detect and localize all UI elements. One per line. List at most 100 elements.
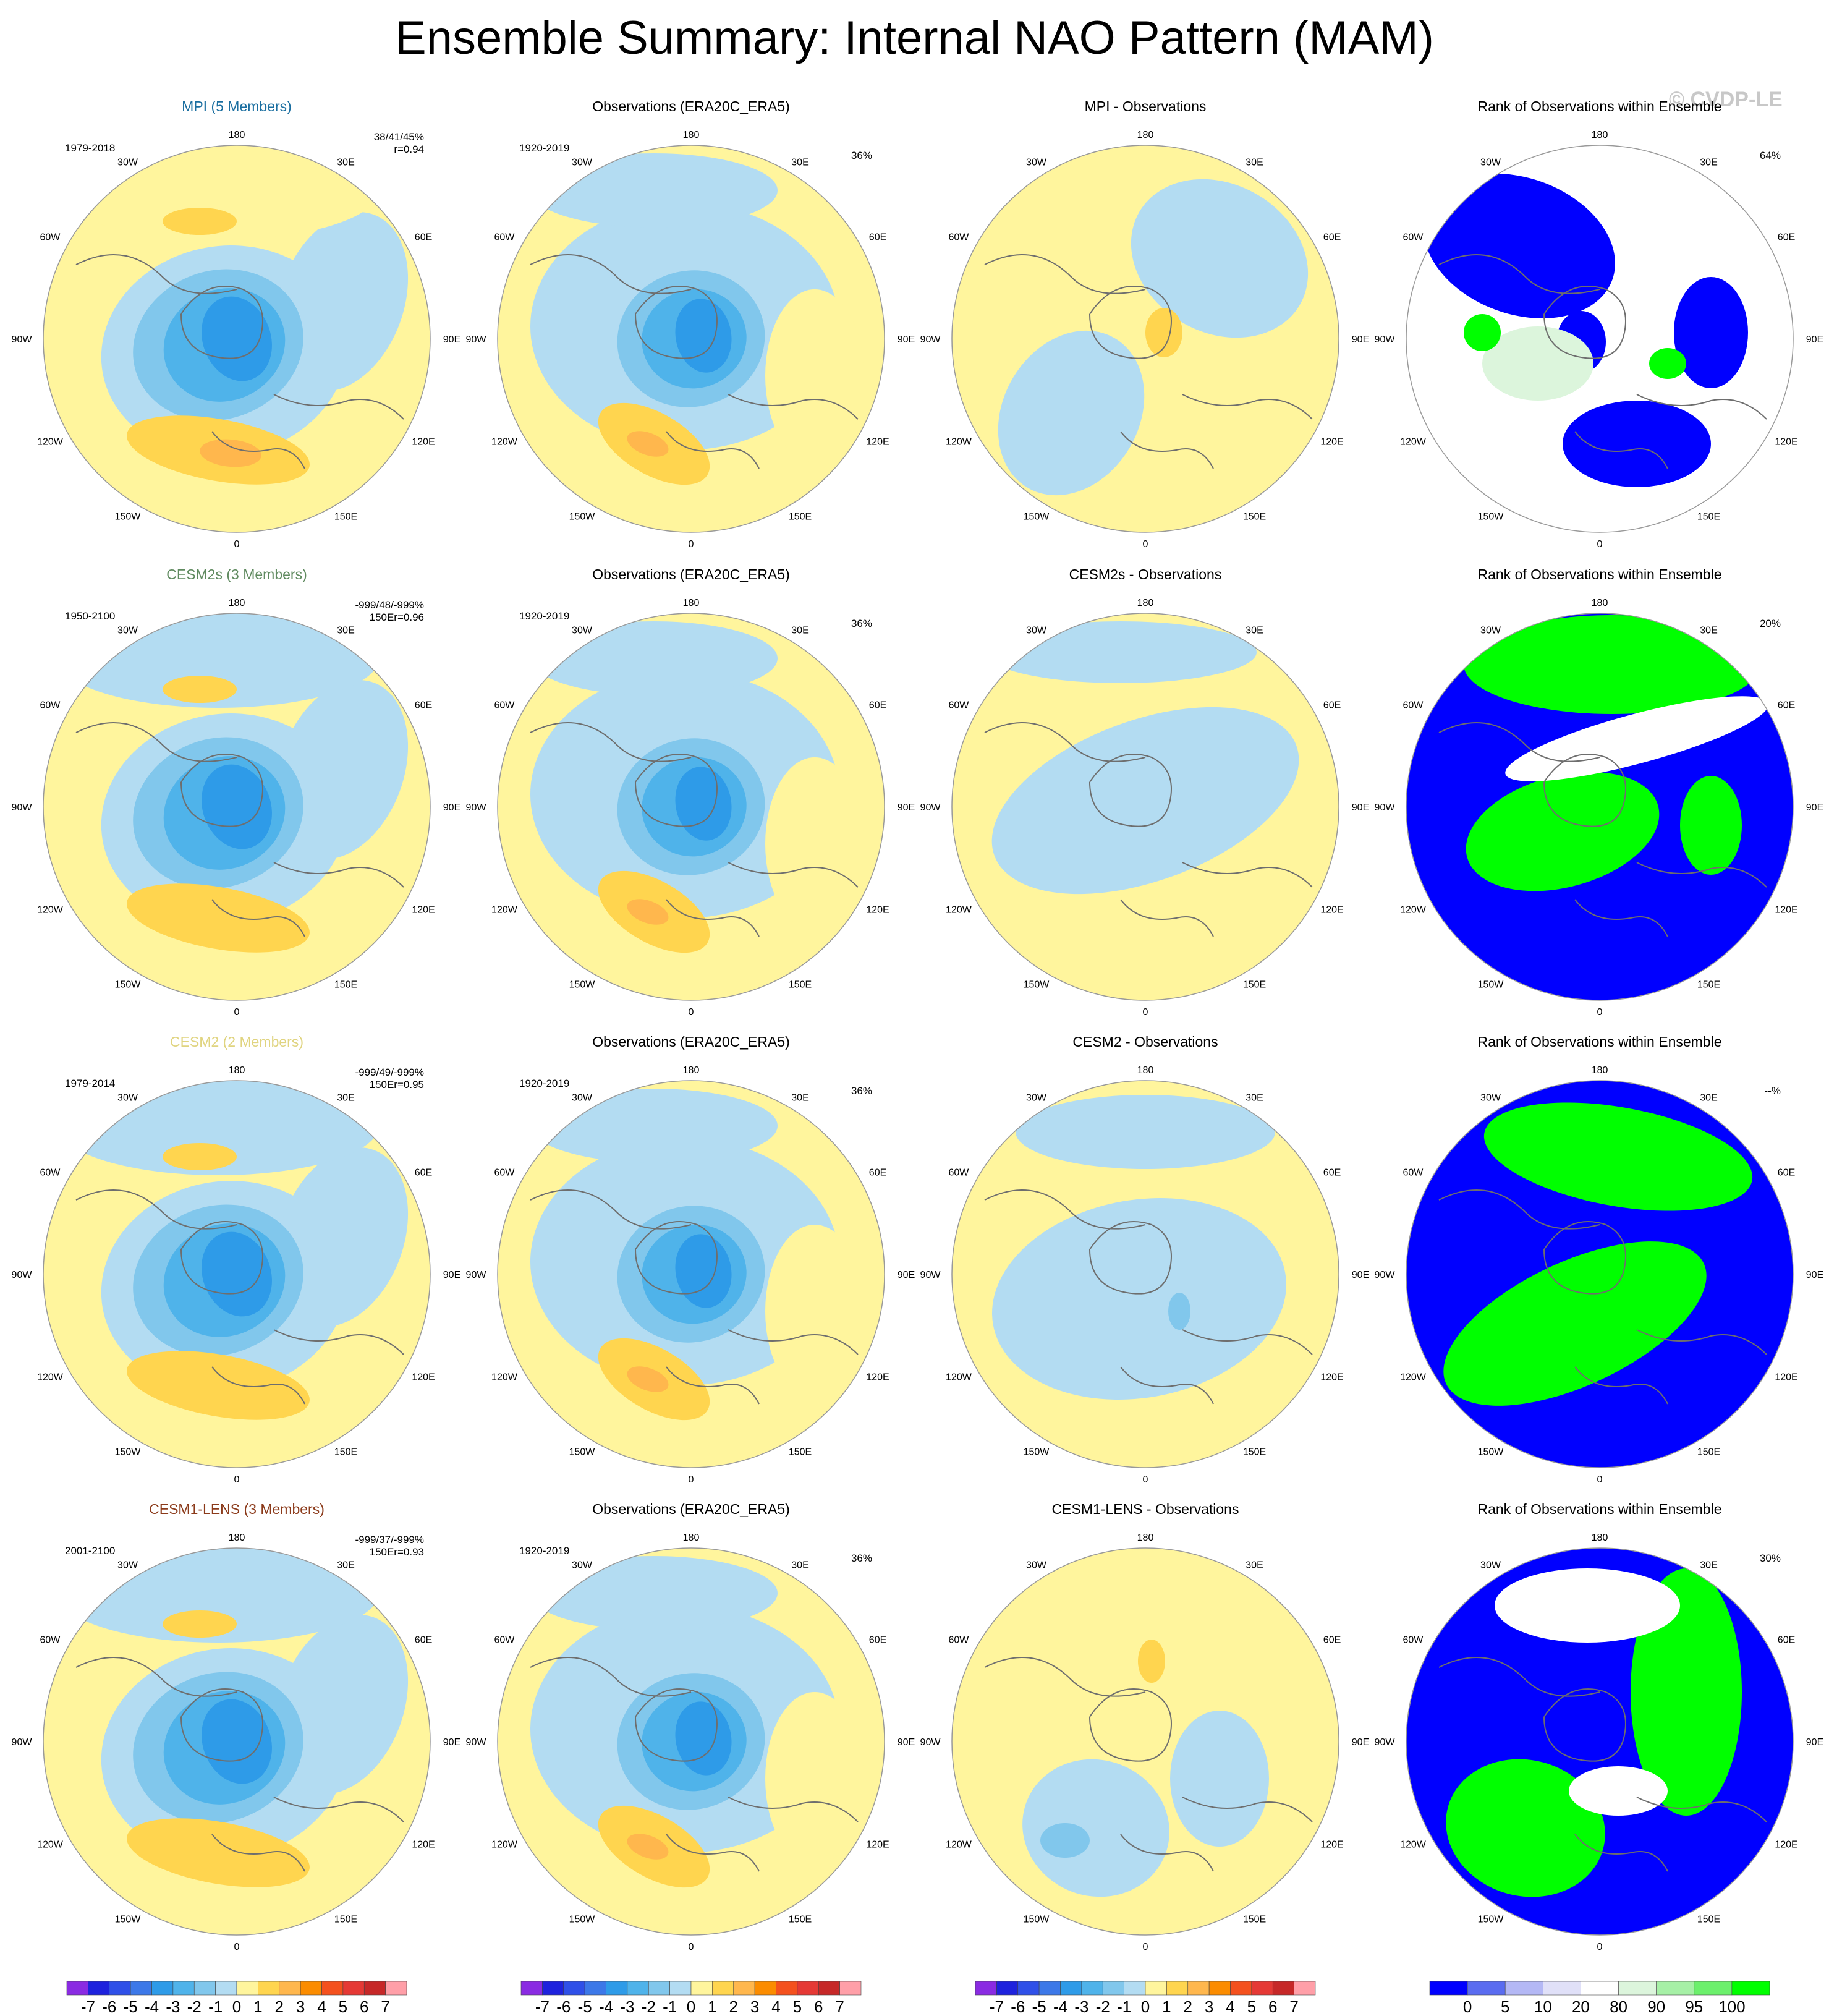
pos-region-core: [200, 439, 261, 467]
colorbar-units: %: [1592, 2015, 1606, 2016]
lon-label-left: 150W: [1024, 1447, 1050, 1458]
panel-observations-2: Observations (ERA20C_ERA5) 180 0 150W 150E 12…: [466, 566, 915, 1018]
pos-region-north: [163, 1143, 237, 1170]
lon-label-left: 120W: [37, 905, 64, 916]
lon-label-left: 30W: [1026, 157, 1047, 168]
lon-label-right: 60E: [869, 700, 886, 711]
percent-label: 64%: [1760, 150, 1781, 161]
percent-label: 36%: [851, 150, 872, 161]
colorbar-tick-label: -1: [663, 1997, 677, 2016]
coastline: [1574, 1366, 1668, 1405]
lon-label-left: 150W: [1024, 980, 1050, 990]
lon-label-right: 120E: [412, 437, 435, 448]
lon-label-left: 60W: [40, 232, 61, 243]
coastline: [666, 431, 760, 469]
coastline: [1636, 1329, 1767, 1355]
colorbar-swatch: [1504, 1981, 1543, 1996]
colorbar-tick-label: 1: [253, 1997, 262, 2016]
lon-label-right: 90E: [1352, 1737, 1369, 1748]
coastline: [1543, 1221, 1626, 1295]
colorbar-swatch: [797, 1981, 819, 1996]
colorbar-swatch: [279, 1981, 301, 1996]
lon-label-bottom: 0: [234, 1942, 240, 1952]
colorbar-tick-label: -3: [166, 1997, 180, 2016]
lon-label-bottom: 0: [234, 1474, 240, 1485]
map-field: [1406, 1081, 1793, 1468]
panel-ensemble-model-1: MPI (5 Members) 180 0 150W 150E 120W 120E 90W 90…: [12, 98, 461, 550]
lon-label-right: 120E: [866, 1840, 889, 1850]
lon-label-right: 30E: [1246, 625, 1263, 636]
coastline: [1574, 431, 1668, 469]
lon-label-left: 90W: [920, 334, 941, 345]
colorbar-tick-label: 95: [1685, 1997, 1703, 2016]
lon-label-bottom: 0: [1597, 539, 1603, 550]
lon-label-bottom: 0: [689, 1474, 694, 1485]
colorbar-tick-label: 0: [1463, 1997, 1472, 2016]
colorbar-tick-label: 0: [232, 1997, 241, 2016]
map-border: [497, 1547, 885, 1936]
coastline: [1438, 1189, 1600, 1230]
coastline: [984, 1657, 1146, 1697]
lon-label-left: 90W: [1375, 1737, 1396, 1748]
colorbar-swatch: [754, 1981, 776, 1996]
lon-label-left: 60W: [494, 700, 516, 711]
pos-region-east: [765, 289, 864, 462]
lon-label-left: 90W: [920, 1270, 941, 1280]
neg-region-top: [1016, 1095, 1275, 1169]
panel-difference-1: MPI - Observations 180 0 150W 150E 120W 120E 90…: [920, 98, 1370, 550]
lon-label-top: 180: [683, 1533, 700, 1543]
map-border: [1406, 145, 1794, 533]
lon-label-right: 120E: [412, 1372, 435, 1383]
colorbar-tick-label: 80: [1610, 1997, 1627, 2016]
pos-region-core: [627, 1366, 669, 1392]
lon-label-left: 120W: [37, 1840, 64, 1850]
panel-ensemble-model-2: CESM2s (3 Members) 180 0 150W 150E 120W 120E 90…: [12, 566, 461, 1018]
rank-high-region: [1649, 348, 1686, 379]
lon-label-left: 150W: [1478, 1447, 1504, 1458]
rank-low-region: [1563, 401, 1711, 487]
neg-region-4: [202, 764, 272, 849]
lon-label-left: 90W: [466, 1737, 487, 1748]
neg-region-1b: [275, 679, 409, 860]
lon-label-right: 120E: [1775, 437, 1797, 448]
page-title: Ensemble Summary: Internal NAO Pattern (…: [395, 12, 1434, 64]
lon-label-right: 60E: [1323, 1635, 1341, 1646]
colorbar-swatch: [1081, 1981, 1103, 1996]
lon-label-left: 90W: [1375, 334, 1396, 345]
lon-label-left: 60W: [494, 232, 516, 243]
coastline: [75, 1189, 237, 1230]
lon-label-right: 90E: [443, 1737, 460, 1748]
coastline: [1636, 394, 1767, 420]
coastline: [984, 722, 1146, 762]
colorbar-swatch: [584, 1981, 606, 1996]
coastline: [1438, 1657, 1600, 1697]
percent-label: --%: [1765, 1085, 1781, 1097]
colorbar-swatch: [975, 1981, 997, 1996]
pos-region-north: [163, 676, 237, 703]
coastline: [75, 254, 237, 294]
lon-label-right: 90E: [1806, 334, 1823, 345]
map-border: [951, 145, 1339, 533]
colorbar-swatch: [236, 1981, 258, 1996]
lon-label-left: 30W: [1026, 625, 1047, 636]
panel-ensemble-model-3: CESM2 (2 Members) 180 0 150W 150E 120W 120E 90W…: [12, 1034, 461, 1485]
colorbar-tick-label: -6: [102, 1997, 116, 2016]
coastline: [211, 431, 305, 469]
coastline: [1636, 1797, 1767, 1822]
panel-observations-4: Observations (ERA20C_ERA5) 180 0 150W 150E 12…: [466, 1501, 915, 1952]
correlation-label: 150Er=0.95: [370, 1079, 424, 1091]
lon-label-right: 90E: [898, 334, 915, 345]
colorbar-tick-label: 5: [339, 1997, 347, 2016]
panel-title: MPI - Observations: [1085, 98, 1207, 114]
period-label: 1920-2019: [519, 1545, 569, 1557]
colorbar-tick-label: -7: [535, 1997, 550, 2016]
lon-label-left: 30W: [1480, 1092, 1501, 1103]
lon-label-left: 120W: [1400, 437, 1427, 448]
lon-label-top: 180: [1137, 1533, 1154, 1543]
panel-observations-3: Observations (ERA20C_ERA5) 180 0 150W 150E 12…: [466, 1034, 915, 1485]
lon-label-right: 30E: [337, 625, 354, 636]
neg-region-2: [1168, 1293, 1190, 1330]
panel-title: CESM2 - Observations: [1072, 1034, 1218, 1050]
map-border: [497, 1080, 885, 1468]
rank-high-region: [1483, 1102, 1753, 1211]
